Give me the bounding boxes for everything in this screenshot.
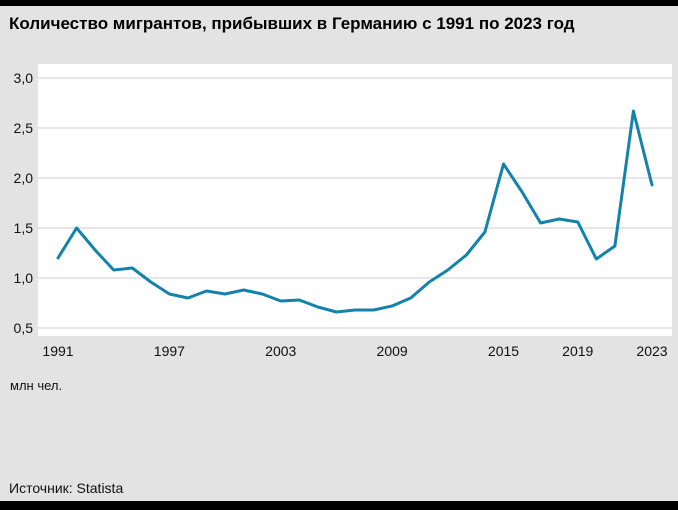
- y-tick-label: 1,5: [13, 220, 33, 236]
- chart-title: Количество мигрантов, прибывших в Герман…: [9, 14, 575, 33]
- top-black-bar: [0, 0, 678, 6]
- x-tick-label: 2015: [487, 343, 520, 359]
- y-tick-label: 2,0: [13, 170, 33, 186]
- bottom-black-bar: [0, 501, 678, 510]
- y-tick-label: 2,5: [13, 120, 33, 136]
- plot-area: [38, 64, 672, 336]
- x-tick-label: 2009: [376, 343, 408, 359]
- migrants-series-line: [56, 109, 654, 314]
- x-tick-label: 2023: [636, 343, 668, 359]
- chart-area: 0,5 1,0 1,5 2,0 2,5 3,0 1991 1997 2003 2009 2015 2…: [0, 64, 678, 364]
- x-tick-label: 1997: [153, 343, 185, 359]
- y-axis-unit-label: млн чел.: [10, 378, 63, 393]
- source-label: Источник: Statista: [9, 480, 124, 496]
- x-tick-label: 2019: [562, 343, 594, 359]
- y-tick-label: 0,5: [13, 320, 33, 336]
- x-tick-label: 2003: [265, 343, 297, 359]
- y-tick-label: 1,0: [13, 270, 33, 286]
- x-tick-label: 1991: [42, 343, 74, 359]
- y-tick-label: 3,0: [13, 70, 33, 86]
- line-chart: [38, 77, 672, 329]
